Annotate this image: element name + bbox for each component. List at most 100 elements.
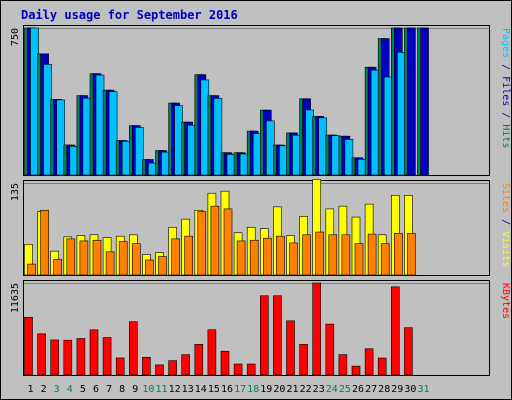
x-tick-label-day-22: 22 xyxy=(300,384,312,395)
bar-kbytes-day-28 xyxy=(377,357,387,376)
bar-pages-day-2 xyxy=(43,64,52,176)
bar-pages-day-16 xyxy=(226,154,236,176)
bar-kbytes-day-12 xyxy=(168,360,177,376)
x-tick-label-day-10: 10 xyxy=(142,384,154,395)
y-max-label: 11635 xyxy=(10,283,21,313)
x-tick-label-day-23: 23 xyxy=(313,384,325,395)
legend-part: KBytes xyxy=(500,283,511,319)
bar-sites-day-30 xyxy=(407,233,416,276)
bar-pages-day-19 xyxy=(265,120,275,176)
x-tick-label-day-7: 7 xyxy=(106,384,112,395)
bar-sites-day-5 xyxy=(79,240,89,276)
x-axis-day-labels: 1 2 3 4 5 6 7 8 9 10 11 12 13 14 15 16 17 18 19 20 21 22 23 24 2… xyxy=(27,384,429,395)
bar-kbytes-day-17 xyxy=(233,363,243,376)
bar-kbytes-day-8 xyxy=(115,357,125,376)
legend-part: Files xyxy=(500,76,511,106)
bar-pages-day-24 xyxy=(331,135,341,176)
panel-visits_sites: 135 Sites / Visits xyxy=(10,179,511,276)
bar-kbytes-day-23 xyxy=(312,282,322,376)
y-max-label: 135 xyxy=(10,183,21,201)
legend-part: / xyxy=(500,106,511,124)
x-tick-label-day-6: 6 xyxy=(93,384,99,395)
bar-kbytes-day-2 xyxy=(37,333,46,376)
bar-kbytes-day-5 xyxy=(76,338,86,376)
x-tick-label-day-9: 9 xyxy=(132,384,138,395)
bar-kbytes-day-26 xyxy=(351,365,361,376)
bar-sites-day-24 xyxy=(328,234,338,276)
bar-kbytes-day-25 xyxy=(338,354,348,376)
x-tick-label-day-3: 3 xyxy=(54,384,60,395)
bar-kbytes-day-19 xyxy=(259,295,269,376)
series-legend-label: Sites / Visits xyxy=(500,183,511,267)
y-max-label: 750 xyxy=(10,28,21,46)
chart-title: Daily usage for September 2016 xyxy=(21,8,238,22)
bar-kbytes-day-6 xyxy=(89,329,99,376)
panel-frame xyxy=(23,25,490,176)
bar-pages-day-10 xyxy=(148,162,157,176)
x-tick-label-day-31: 31 xyxy=(417,384,429,395)
bar-kbytes-day-4 xyxy=(63,339,73,376)
x-tick-label-day-21: 21 xyxy=(286,384,298,395)
bar-sites-day-22 xyxy=(302,234,311,276)
panel-hits_files_pages: 750 Pages / Files / Hits xyxy=(10,25,511,176)
bar-sites-day-15 xyxy=(210,205,220,276)
bar-sites-day-7 xyxy=(105,251,115,276)
bar-kbytes-day-22 xyxy=(299,344,308,376)
legend-part: / xyxy=(500,58,511,76)
x-tick-label-day-28: 28 xyxy=(378,384,390,395)
bar-pages-day-9 xyxy=(135,127,144,176)
x-tick-label-day-17: 17 xyxy=(234,384,246,395)
legend-part: Visits xyxy=(500,231,511,267)
bar-pages-day-3 xyxy=(56,99,66,176)
bar-kbytes-day-1 xyxy=(24,316,33,376)
x-tick-label-day-2: 2 xyxy=(41,384,47,395)
bar-kbytes-day-24 xyxy=(325,323,335,376)
bar-sites-day-13 xyxy=(184,235,193,276)
bar-files-day-30 xyxy=(407,27,416,176)
x-tick-label-day-13: 13 xyxy=(182,384,194,395)
bar-pages-day-7 xyxy=(108,91,118,176)
chart-panels: 750 Pages / Files / Hits 135 Sites / Visits… xyxy=(10,25,511,376)
bar-pages-day-21 xyxy=(292,134,301,176)
bar-sites-day-19 xyxy=(262,237,272,276)
bar-sites-day-28 xyxy=(380,243,390,276)
bar-pages-day-11 xyxy=(161,151,170,176)
bar-kbytes-day-16 xyxy=(220,350,230,376)
x-tick-label-day-25: 25 xyxy=(339,384,351,395)
bar-pages-day-20 xyxy=(279,145,288,176)
bar-kbytes-day-11 xyxy=(155,364,164,376)
bar-kbytes-day-15 xyxy=(207,329,217,376)
bar-sites-day-27 xyxy=(367,233,377,276)
bar-sites-day-16 xyxy=(223,208,233,276)
bar-sites-day-11 xyxy=(158,256,167,276)
bar-sites-day-9 xyxy=(132,243,141,276)
series-legend-label: KBytes xyxy=(500,283,511,319)
bar-sites-day-21 xyxy=(289,242,298,276)
bar-sites-day-4 xyxy=(66,238,76,276)
x-tick-label-day-19: 19 xyxy=(260,384,272,395)
bar-kbytes-day-14 xyxy=(194,344,204,376)
bar-kbytes-day-10 xyxy=(142,356,151,376)
bar-kbytes-day-7 xyxy=(102,337,112,376)
bar-sites-day-26 xyxy=(354,243,364,276)
x-tick-label-day-11: 11 xyxy=(155,384,167,395)
bar-pages-day-22 xyxy=(305,109,314,176)
bar-sites-day-8 xyxy=(118,241,128,276)
bar-sites-day-18 xyxy=(249,239,259,276)
bar-kbytes-day-13 xyxy=(181,354,190,376)
bar-kbytes-day-18 xyxy=(246,363,256,376)
x-tick-label-day-18: 18 xyxy=(247,384,259,395)
bar-sites-day-1 xyxy=(27,263,36,276)
x-tick-label-day-12: 12 xyxy=(169,384,181,395)
bar-kbytes-day-30 xyxy=(404,327,413,376)
x-tick-label-day-15: 15 xyxy=(208,384,220,395)
bar-kbytes-day-29 xyxy=(390,286,400,376)
bar-kbytes-day-20 xyxy=(273,295,282,376)
bar-sites-day-20 xyxy=(276,235,285,276)
bar-sites-day-10 xyxy=(145,259,154,276)
x-tick-label-day-1: 1 xyxy=(27,384,33,395)
bar-pages-day-26 xyxy=(357,159,367,176)
x-tick-label-day-8: 8 xyxy=(119,384,125,395)
legend-part: Pages xyxy=(500,28,511,58)
